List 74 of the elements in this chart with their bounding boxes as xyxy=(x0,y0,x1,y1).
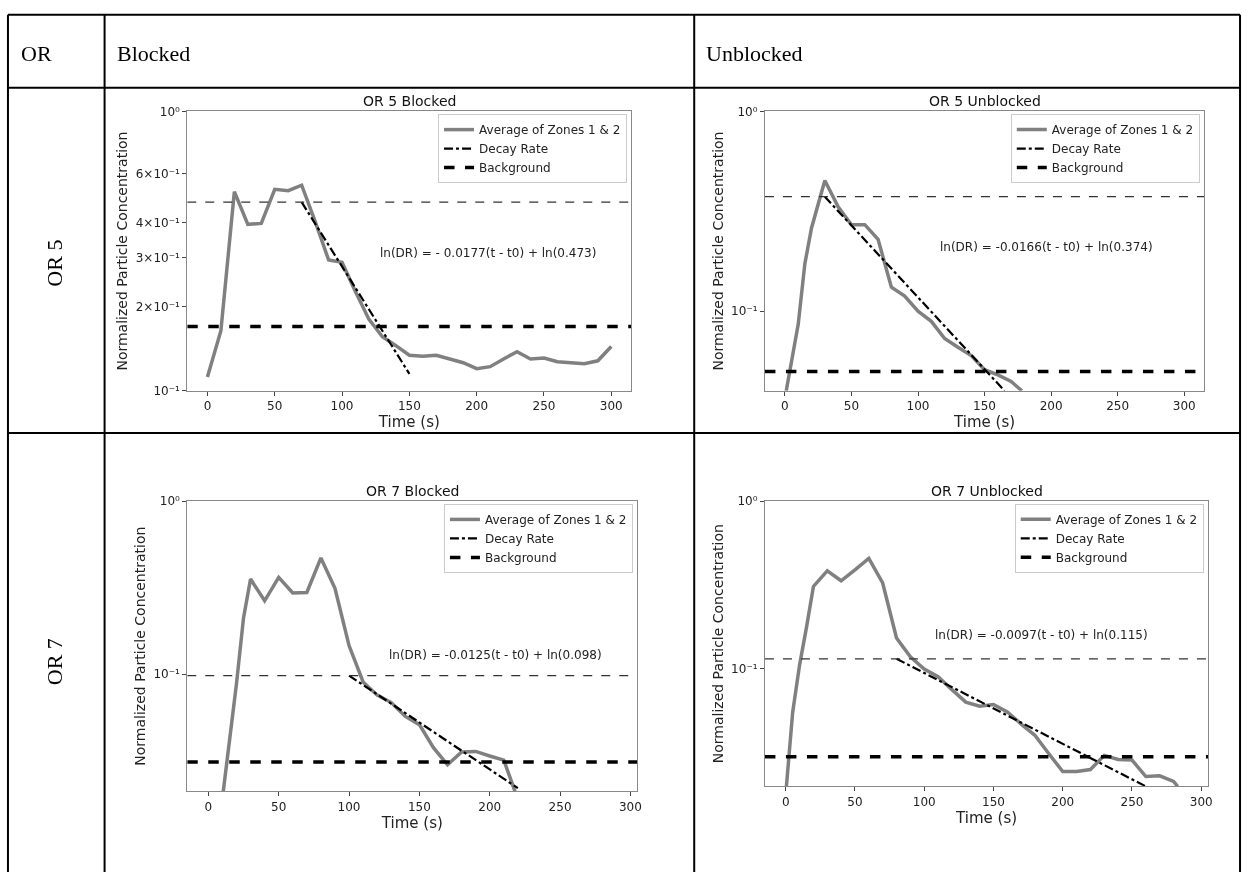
chart-title: OR 7 Unblocked xyxy=(931,483,1043,499)
legend-label: Background xyxy=(1051,161,1124,176)
y-tick-label: 3×10⁻¹ xyxy=(135,250,181,265)
text: OR 7 xyxy=(42,638,68,686)
text: OR 5 xyxy=(41,239,67,287)
x-tick-label: 0 xyxy=(781,399,789,414)
chart-title: OR 5 Blocked xyxy=(363,93,457,109)
y-tick-label: 10⁰ xyxy=(737,104,758,119)
y-tick-label: 10⁰ xyxy=(737,494,758,509)
text: Unblocked xyxy=(706,41,803,66)
annotation: ln(DR) = -0.0097(t - t0) + ln(0.115) xyxy=(935,628,1148,642)
x-axis-title: Time (s) xyxy=(953,413,1016,432)
y-tick-label: 10⁰ xyxy=(159,104,181,119)
annotation: ln(DR) = -0.0166(t - t0) + ln(0.374) xyxy=(940,240,1153,254)
x-tick-label: 100 xyxy=(330,399,354,414)
x-tick-label: 150 xyxy=(407,799,431,814)
x-tick-label: 300 xyxy=(599,399,623,414)
chart-title: OR 7 Blocked xyxy=(366,483,460,499)
annotation: ln(DR) = -0.0125(t - t0) + ln(0.098) xyxy=(389,648,602,662)
y-tick-label: 6×10⁻¹ xyxy=(135,166,181,181)
legend-label: Decay Rate xyxy=(1051,142,1121,157)
y-tick-label: 10⁻¹ xyxy=(731,662,758,677)
legend-label: Background xyxy=(484,551,557,566)
x-tick-label: 200 xyxy=(1039,399,1063,414)
legend-label: Decay Rate xyxy=(484,532,554,547)
x-tick-label: 100 xyxy=(912,794,936,809)
text: Blocked xyxy=(117,41,191,66)
x-tick-label: 100 xyxy=(906,399,930,414)
y-tick-label: 2×10⁻¹ xyxy=(135,299,181,314)
y-axis-title: Normalized Particle Concentration xyxy=(114,131,131,371)
y-axis-title: Normalized Particle Concentration xyxy=(709,131,726,371)
x-tick-label: 250 xyxy=(1120,794,1144,809)
y-tick-label: 10⁻¹ xyxy=(153,667,181,682)
y-tick-label: 4×10⁻¹ xyxy=(135,215,181,230)
legend-label: Average of Zones 1 & 2 xyxy=(479,123,621,138)
line-series xyxy=(205,183,614,379)
x-tick-label: 150 xyxy=(973,399,997,414)
legend-label: Background xyxy=(479,161,551,176)
x-tick-label: 250 xyxy=(532,399,556,414)
x-tick-label: 300 xyxy=(1172,399,1196,414)
legend-label: Decay Rate xyxy=(1055,532,1125,547)
x-tick-label: 0 xyxy=(781,794,790,809)
legend-label: Background xyxy=(1055,551,1128,566)
x-axis-title: Time (s) xyxy=(380,813,443,832)
x-tick-label: 150 xyxy=(982,794,1005,809)
x-tick-label: 0 xyxy=(204,799,213,814)
x-tick-label: 200 xyxy=(465,399,489,414)
y-axis-title: Normalized Particle Concentration xyxy=(709,524,726,764)
x-tick-label: 250 xyxy=(1106,399,1130,414)
y-tick-label: 10⁻¹ xyxy=(731,304,758,319)
chart-title: OR 5 Unblocked xyxy=(929,93,1041,109)
x-axis-title: Time (s) xyxy=(955,808,1018,827)
x-tick-label: 50 xyxy=(271,799,287,814)
x-tick-label: 50 xyxy=(267,399,283,414)
legend-label: Average of Zones 1 & 2 xyxy=(484,513,627,528)
x-tick-label: 50 xyxy=(843,399,860,414)
legend-label: Decay Rate xyxy=(479,142,549,157)
legend-label: Average of Zones 1 & 2 xyxy=(1051,123,1194,138)
x-tick-label: 300 xyxy=(618,799,642,814)
y-tick-label: 10⁻¹ xyxy=(153,383,181,398)
y-tick-label: 10⁰ xyxy=(159,494,181,509)
legend-label: Average of Zones 1 & 2 xyxy=(1055,513,1198,528)
x-tick-label: 300 xyxy=(1189,794,1213,809)
y-axis-title: Normalized Particle Concentration xyxy=(132,526,149,766)
annotation: ln(DR) = - 0.0177(t - t0) + ln(0.473) xyxy=(380,246,597,260)
x-tick-label: 200 xyxy=(1051,794,1075,809)
x-tick-label: 200 xyxy=(478,799,502,814)
x-tick-label: 150 xyxy=(397,399,421,414)
x-tick-label: 0 xyxy=(203,399,212,414)
x-tick-label: 50 xyxy=(847,794,863,809)
x-axis-title: Time (s) xyxy=(377,413,440,432)
x-tick-label: 100 xyxy=(337,799,361,814)
x-tick-label: 250 xyxy=(548,799,572,814)
text: OR xyxy=(21,41,52,66)
